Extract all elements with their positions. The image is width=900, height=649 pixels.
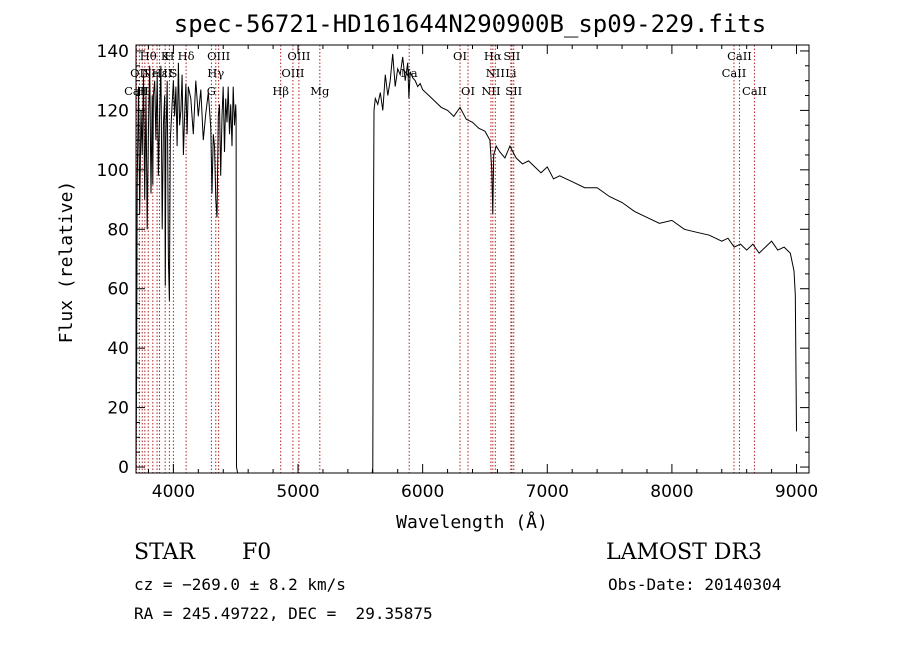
- x-tick-label: 6000: [401, 482, 444, 502]
- x-axis-ticks: 4000 5000 6000 7000 8000 9000: [147, 45, 818, 502]
- line-label: OI: [461, 84, 475, 98]
- line-label: SII: [505, 84, 522, 98]
- obs-date: Obs-Date: 20140304: [608, 575, 782, 594]
- line-label: CaII: [742, 84, 767, 98]
- line-label: S: [169, 66, 177, 80]
- y-tick-label: 60: [107, 280, 129, 300]
- spectrum-series: [135, 53, 797, 474]
- line-label: Li: [505, 66, 517, 80]
- line-label: H: [164, 49, 174, 63]
- x-axis-label: Wavelength (Å): [396, 511, 548, 533]
- line-label: Na: [401, 66, 418, 80]
- x-tick-label: 4000: [152, 482, 195, 502]
- y-tick-label: 140: [97, 42, 129, 62]
- y-tick-label: 80: [107, 220, 129, 240]
- line-label: SII: [503, 49, 520, 63]
- line-label: OIII: [281, 66, 304, 80]
- y-tick-label: 40: [107, 339, 129, 359]
- y-tick-label: 100: [97, 161, 129, 181]
- line-label: Hε: [152, 66, 168, 80]
- survey-name: LAMOST DR3: [606, 540, 762, 565]
- line-label: OIII: [207, 49, 230, 63]
- coordinates: RA = 245.49722, DEC = 29.35875: [134, 604, 433, 623]
- line-label: CaII: [722, 66, 747, 80]
- line-label: Hθ: [140, 49, 157, 63]
- line-label: CaII: [727, 49, 752, 63]
- y-axis-ticks: 0 20 40 60 80 100 120 140: [97, 42, 809, 478]
- y-tick-label: 0: [118, 458, 129, 478]
- line-label: NII: [486, 66, 505, 80]
- y-tick-label: 120: [97, 101, 129, 121]
- line-label: H: [137, 84, 147, 98]
- line-label: Mg: [310, 84, 330, 98]
- spectrum-segment: [371, 53, 797, 474]
- object-class: STAR: [134, 540, 195, 565]
- x-tick-label: 8000: [650, 482, 693, 502]
- line-label: Hα: [484, 49, 502, 63]
- spectrum-segment: [135, 62, 239, 474]
- line-label: Hβ: [272, 84, 289, 98]
- x-tick-label: 5000: [276, 482, 319, 502]
- y-axis-label: Flux (relative): [56, 181, 77, 344]
- x-tick-label: 7000: [526, 482, 569, 502]
- line-label: K: [161, 49, 170, 63]
- plot-frame: [135, 44, 810, 474]
- line-label: Hδ: [178, 49, 195, 63]
- line-label: NII: [481, 84, 500, 98]
- spectral-line-labels: CaIIOIIHHθNeIIIHεKHSHδGHγOIIIHβOIIIOIIIM…: [124, 49, 767, 98]
- chart-title: spec-56721-HD161644N290900B_sp09-229.fit…: [174, 10, 766, 38]
- line-label: Hγ: [207, 66, 224, 80]
- line-label: OIII: [287, 49, 310, 63]
- line-label: OI: [453, 49, 467, 63]
- line-label: G: [207, 84, 216, 98]
- y-tick-label: 20: [107, 399, 129, 419]
- x-tick-label: 9000: [775, 482, 818, 502]
- redshift-text: cz = −269.0 ± 8.2 km/s: [134, 575, 346, 594]
- object-subclass: F0: [242, 540, 272, 565]
